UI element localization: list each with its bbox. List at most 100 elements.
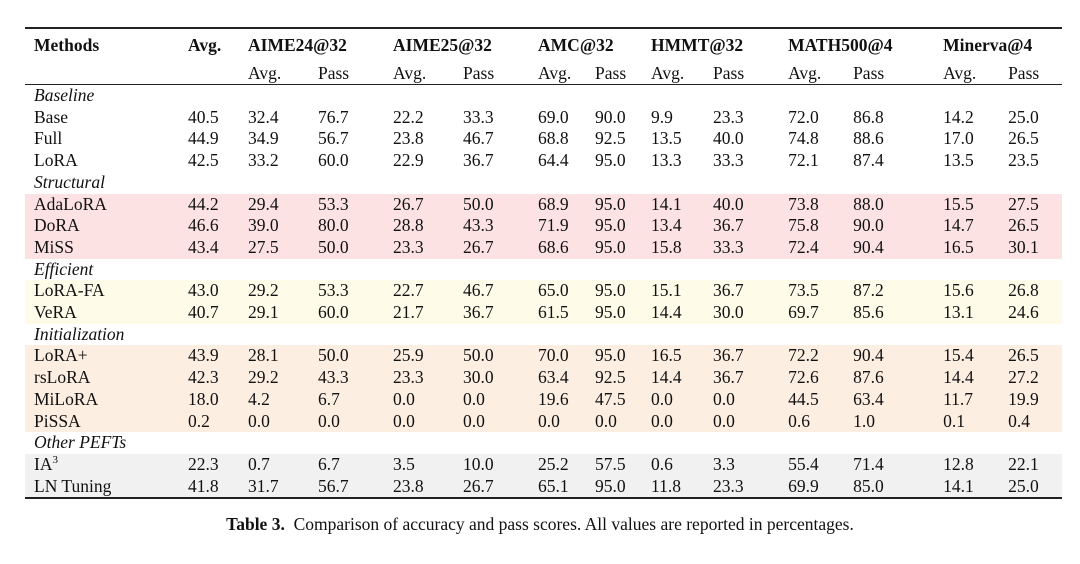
method-cell: IA3 [25,454,180,476]
pass-subheader: Pass [713,62,745,83]
value-cell: 15.6 [943,280,974,301]
value-cell: 9.9 [651,106,673,127]
value-cell: 27.2 [1008,367,1039,388]
value-cell: 1.0 [853,410,875,431]
value-cell: 14.4 [651,302,682,323]
value-cell: 14.1 [943,475,974,496]
value-cell: 72.0 [788,106,819,127]
value-cell: 47.5 [595,388,626,409]
value-cell: 28.1 [248,345,279,366]
value-cell: 69.9 [788,475,819,496]
method-cell: PiSSA [25,411,180,433]
value-cell: 0.0 [463,388,485,409]
value-cell: 26.7 [463,236,494,257]
value-cell: 14.2 [943,106,974,127]
value-cell: 50.0 [463,193,494,214]
method-cell: MiSS [25,237,180,259]
value-cell: 70.0 [538,345,569,366]
value-cell: 74.8 [788,128,819,149]
value-cell: 72.2 [788,345,819,366]
value-cell: 27.5 [1008,193,1039,214]
table-row: LoRA+ 43.9 28.1 50.0 25.9 50.0 70.0 95.0 16.5 36.… [25,345,1063,368]
method-name: MiSS [34,236,74,257]
value-cell: 46.7 [463,280,494,301]
value-cell: 86.8 [853,106,884,127]
value-cell: 88.0 [853,193,884,214]
value-cell: 23.3 [713,475,744,496]
value-cell: 40.0 [713,128,744,149]
value-cell: 68.9 [538,193,569,214]
value-cell: 42.5 [188,150,219,171]
group-header: AMC@32 [538,35,614,55]
value-cell: 36.7 [463,150,494,171]
value-cell: 90.4 [853,345,884,366]
value-cell: 29.4 [248,193,279,214]
table-row: VeRA 40.7 29.1 60.0 21.7 36.7 61.5 95.0 14.4 30.0… [25,302,1063,324]
value-cell: 15.8 [651,236,682,257]
method-name: VeRA [34,302,77,323]
value-cell: 26.5 [1008,215,1039,236]
value-cell: 11.7 [943,388,974,409]
value-cell: 0.6 [651,453,673,474]
value-cell: 0.0 [651,410,673,431]
value-cell: 42.3 [188,367,219,388]
table-row: MiLoRA 18.0 4.2 6.7 0.0 0.0 19.6 47.5 0.0 0.0 44.5… [25,388,1063,411]
value-cell: 40.7 [188,302,219,323]
section-row: Other PEFTs [25,432,1062,454]
value-cell: 61.5 [538,302,569,323]
method-name: AdaLoRA [34,193,107,214]
value-cell: 72.1 [788,150,819,171]
section-title: Other PEFTs [34,432,127,453]
table-row: PiSSA 0.2 0.0 0.0 0.0 0.0 0.0 0.0 0.0 0.0 0.6 1.0 0.… [25,410,1063,433]
value-cell: 90.0 [853,215,884,236]
value-cell: 72.6 [788,367,819,388]
method-cell: LoRA-FA [25,280,180,302]
value-cell: 18.0 [188,388,219,409]
method-name: LoRA [34,150,78,171]
value-cell: 3.3 [713,453,735,474]
value-cell: 26.7 [393,193,424,214]
table-row: MiSS 43.4 27.5 50.0 23.3 26.7 68.6 95.0 15.8 33.3… [25,236,1063,259]
value-cell: 87.4 [853,150,884,171]
method-cell: VeRA [25,302,180,324]
value-cell: 0.0 [393,410,415,431]
value-cell: 0.0 [463,410,485,431]
value-cell: 43.3 [463,215,494,236]
value-cell: 95.0 [595,345,626,366]
method-cell: MiLoRA [25,389,180,411]
value-cell: 60.0 [318,150,349,171]
method-cell: LoRA+ [25,345,180,367]
value-cell: 95.0 [595,150,626,171]
table-row: LoRA-FA 43.0 29.2 53.3 22.7 46.7 65.0 95.0 15.1 3… [25,280,1063,303]
results-table: Methods Avg. AIME24@32 AIME25@32 AMC@32 HMM… [25,27,1063,499]
value-cell: 95.0 [595,193,626,214]
value-cell: 22.2 [393,106,424,127]
table-row: LN Tuning 41.8 31.7 56.7 23.8 26.7 65.1 95.0 11.… [25,475,1063,499]
value-cell: 43.3 [318,367,349,388]
value-cell: 4.2 [248,388,270,409]
value-cell: 53.3 [318,280,349,301]
table-caption: Table 3. Comparison of accuracy and pass… [0,514,1080,535]
value-cell: 43.9 [188,345,219,366]
table-row: LoRA 42.5 33.2 60.0 22.9 36.7 64.4 95.0 13.3 33.3… [25,150,1062,172]
method-name: PiSSA [34,410,81,431]
value-cell: 0.2 [188,410,210,431]
avg-subheader: Avg. [538,62,572,83]
method-cell: AdaLoRA [25,194,180,216]
value-cell: 13.1 [943,302,974,323]
value-cell: 0.0 [538,410,560,431]
value-cell: 33.3 [463,106,494,127]
value-cell: 63.4 [853,388,884,409]
value-cell: 23.3 [393,236,424,257]
value-cell: 34.9 [248,128,279,149]
value-cell: 28.8 [393,215,424,236]
value-cell: 85.0 [853,475,884,496]
value-cell: 26.7 [463,475,494,496]
value-cell: 13.5 [651,128,682,149]
value-cell: 36.7 [713,280,744,301]
value-cell: 0.0 [595,410,617,431]
method-cell: Full [25,128,180,150]
value-cell: 23.8 [393,128,424,149]
method-name: LoRA+ [34,345,88,366]
value-cell: 40.5 [188,106,219,127]
